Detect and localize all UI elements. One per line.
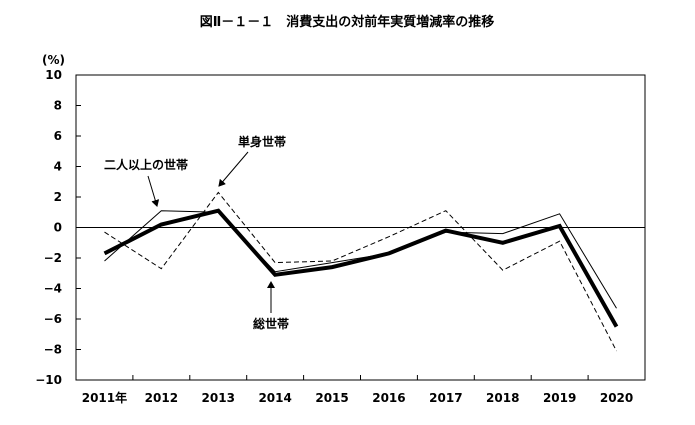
annotation-arrow <box>147 175 160 207</box>
x-tick-label: 2012 <box>145 391 178 405</box>
x-tick-label: 2011年 <box>82 390 127 405</box>
x-tick-label: 2014 <box>258 391 291 405</box>
y-tick-label: −8 <box>44 343 62 357</box>
y-tick-label: 4 <box>54 160 62 174</box>
y-tick-label: −10 <box>35 373 62 387</box>
x-tick-label: 2013 <box>202 391 235 405</box>
series-line <box>103 208 619 328</box>
x-tick-label: 2018 <box>486 391 519 405</box>
annotation-label: 総世帯 <box>253 316 289 331</box>
x-tick-label: 2020 <box>600 391 633 405</box>
y-tick-label: −4 <box>44 282 62 296</box>
chart-title: 図Ⅱ－１－１ 消費支出の対前年実質増減率の推移 <box>200 14 495 30</box>
x-tick-label: 2017 <box>429 391 462 405</box>
y-tick-label: 8 <box>54 99 62 113</box>
series-line <box>104 191 617 352</box>
annotation-label: 二人以上の世帯 <box>104 157 188 172</box>
y-tick-label: 0 <box>54 221 62 235</box>
y-tick-label: 6 <box>54 129 62 143</box>
y-tick-label: 2 <box>54 190 62 204</box>
y-tick-label: −6 <box>44 312 62 326</box>
annotation-arrow <box>218 151 249 187</box>
y-tick-label: −2 <box>44 251 62 265</box>
y-axis-unit: (%) <box>42 53 65 67</box>
x-tick-label: 2019 <box>543 391 576 405</box>
annotation-label: 単身世帯 <box>238 134 286 149</box>
x-tick-label: 2015 <box>315 391 348 405</box>
plot-area: 10 8 6 4 2 0 −2 −4 −6 −8 −10 2011年 2012 2013 2014 2015 2… <box>35 68 646 405</box>
y-tick-label: 10 <box>45 68 62 82</box>
x-tick-label: 2016 <box>372 391 405 405</box>
series-line <box>104 210 617 309</box>
